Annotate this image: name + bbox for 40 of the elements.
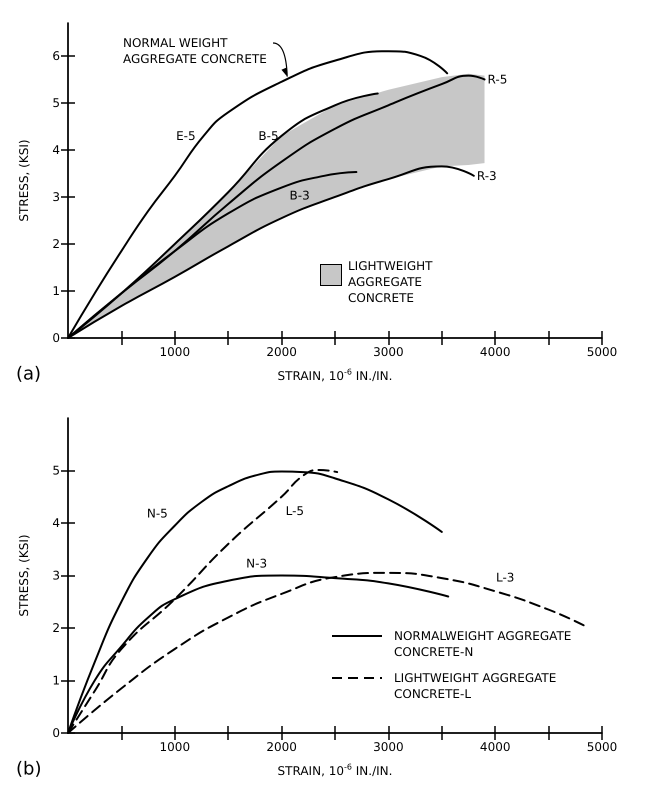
x-tick-label: 2000 [266,740,297,754]
series-label: B-5 [258,128,279,143]
annotation: NORMALWEIGHT AGGREGATE CONCRETE-N [394,629,576,659]
y-tick-label: 4 [52,142,60,157]
text: (a) [16,364,42,384]
y-tick-label: 3 [52,190,60,204]
series-label: L-3 [496,570,514,584]
x-tick-label: 3000 [373,345,404,359]
series-label: R-5 [488,72,508,86]
annotation: LIGHTWEIGHT AGGREGATE CONCRETE [348,259,436,305]
x-tick-label: 3000 [373,740,404,754]
annotation: NORMAL WEIGHT AGGREGATE CONCRETE [123,36,267,66]
series-label: E-5 [176,128,196,143]
x-tick-label: 1000 [160,740,190,754]
x-tick-label: 4000 [480,345,510,359]
y-tick-label: 2 [52,236,60,251]
series-label: N-5 [146,506,168,521]
y-tick-label: 0 [52,331,60,345]
y-tick-label: 5 [52,96,60,110]
x-tick-label: 5000 [586,740,618,754]
y-tick-label: 3 [52,568,60,582]
x-tick-label: 2000 [266,345,297,359]
y-axis-title: STRESS, (KSI) [17,139,31,222]
y-tick-label: 1 [52,284,60,298]
series-label: L-5 [286,504,304,518]
series-label: N-3 [246,556,268,570]
x-tick-label: 1000 [160,345,190,359]
y-tick-label: 1 [52,674,60,688]
y-tick-label: 5 [52,464,60,478]
series-label: B-3 [290,188,310,203]
series-label: R-3 [476,168,497,183]
y-tick-label: 0 [52,726,60,740]
x-tick-label: 4000 [480,740,510,754]
y-tick-label: 2 [52,621,60,635]
y-axis-title: STRESS, (KSI) [17,534,31,617]
y-tick-label: 6 [52,48,60,63]
y-tick-label: 4 [52,516,60,530]
x-tick-label: 5000 [586,345,618,359]
annotation: LIGHTWEIGHT AGGREGATE CONCRETE-L [394,671,560,701]
text: (b) [16,758,42,780]
